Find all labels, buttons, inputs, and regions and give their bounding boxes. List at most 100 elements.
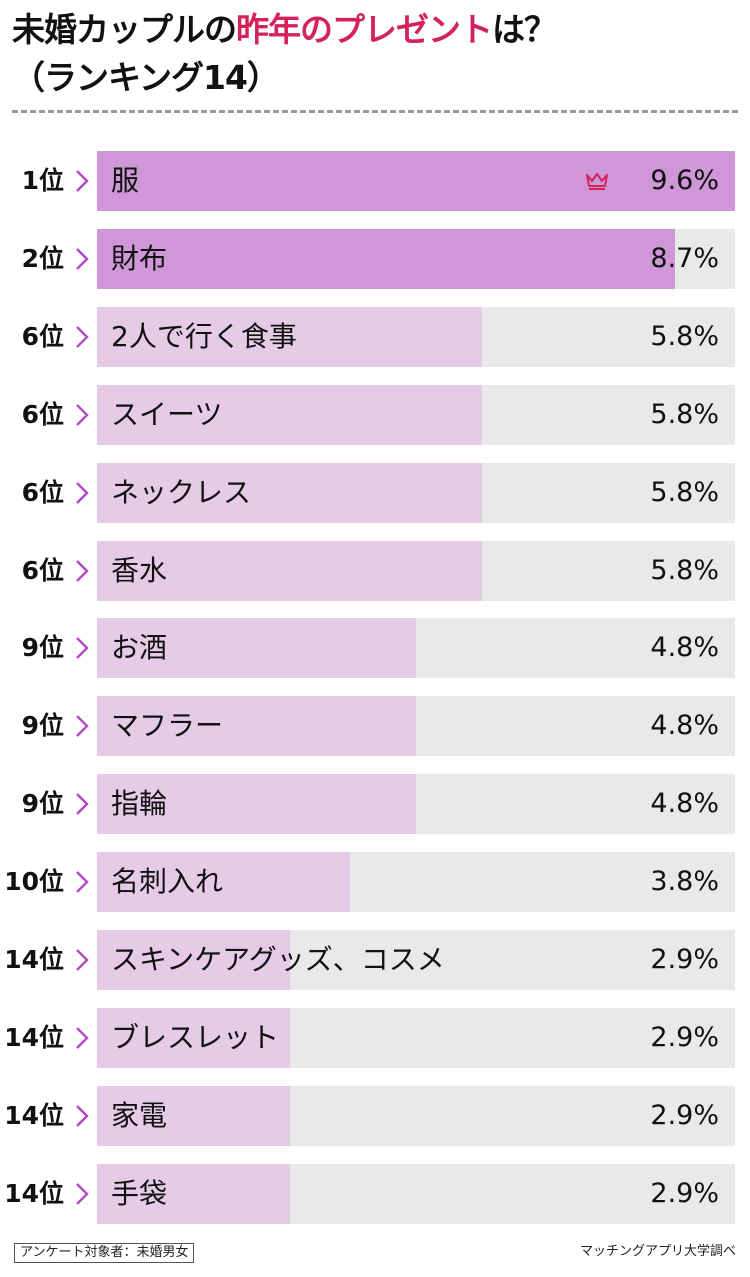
bar-row: 9位 お酒 4.8% [0,618,750,678]
bar [97,1164,290,1224]
chevron-right-icon [76,1183,89,1205]
bar-row: 9位 指輪 4.8% [0,774,750,834]
rank-label: 14位 [4,1179,64,1208]
bar-track: 指輪 4.8% [97,774,735,834]
bar-row: 6位 ネックレス 5.8% [0,463,750,523]
value-label: 2.9% [650,1022,719,1053]
value-label: 5.8% [650,477,719,508]
bar [97,385,482,445]
rank-label: 14位 [4,1023,64,1052]
rank-label: 6位 [21,322,64,351]
dashed-divider [12,110,738,113]
chevron-right-icon [76,1027,89,1049]
category-label: 家電 [111,1099,168,1132]
category-label: 2人で行く食事 [111,320,297,353]
title-line2: （ランキング14） [12,58,280,97]
chevron-right-icon [76,871,89,893]
rank-label: 6位 [21,478,64,507]
rank-label: 6位 [21,400,64,429]
bar-track: ネックレス 5.8% [97,463,735,523]
bar-row: 9位 マフラー 4.8% [0,696,750,756]
value-label: 5.8% [650,321,719,352]
source-note: マッチングアプリ大学調べ [579,1244,736,1259]
value-label: 8.7% [650,243,719,274]
category-label: スキンケアグッズ、コスメ [111,943,445,976]
category-label: 手袋 [111,1177,168,1210]
bar-row: 14位 手袋 2.9% [0,1164,750,1224]
category-label: ネックレス [111,476,252,509]
value-label: 5.8% [650,399,719,430]
title-accent: 昨年のプレゼント [236,10,493,49]
value-label: 4.8% [650,710,719,741]
bar-track: ブレスレット 2.9% [97,1008,735,1068]
bar [97,774,416,834]
bar [97,151,735,211]
bar-row: 2位 財布 8.7% [0,229,750,289]
bar [97,930,290,990]
bar-track: 香水 5.8% [97,541,735,601]
chevron-right-icon [76,637,89,659]
rank-label: 1位 [21,166,64,195]
title-part1: 未婚カップルの [12,10,237,49]
bar-track: 家電 2.9% [97,1086,735,1146]
bar-track: 手袋 2.9% [97,1164,735,1224]
chevron-right-icon [76,170,89,192]
bar-track: 2人で行く食事 5.8% [97,307,735,367]
chevron-right-icon [76,482,89,504]
value-label: 5.8% [650,555,719,586]
value-label: 3.8% [650,866,719,897]
bar-row: 6位 香水 5.8% [0,541,750,601]
bar-track: 名刺入れ 3.8% [97,852,735,912]
bar-row: 1位 服 9.6% [0,151,750,211]
category-label: お酒 [111,631,168,664]
category-label: 名刺入れ [111,865,224,898]
rank-label: 14位 [4,945,64,974]
bar [97,696,416,756]
bar-track: スイーツ 5.8% [97,385,735,445]
category-label: 香水 [111,554,168,587]
bar [97,307,482,367]
bar [97,1086,290,1146]
chevron-right-icon [76,715,89,737]
bar-track: スキンケアグッズ、コスメ 2.9% [97,930,735,990]
bar-row: 14位 スキンケアグッズ、コスメ 2.9% [0,930,750,990]
bar-row: 6位 スイーツ 5.8% [0,385,750,445]
rank-label: 14位 [4,1101,64,1130]
value-label: 2.9% [650,1178,719,1209]
rank-label: 6位 [21,556,64,585]
chevron-right-icon [76,248,89,270]
chevron-right-icon [76,949,89,971]
rank-label: 9位 [21,789,64,818]
category-label: 指輪 [111,787,168,820]
survey-note: アンケート対象者：未婚男女 [14,1243,195,1263]
value-label: 4.8% [650,788,719,819]
category-label: 財布 [111,242,168,275]
bar [97,541,482,601]
chevron-right-icon [76,793,89,815]
chevron-right-icon [76,1105,89,1127]
value-label: 9.6% [650,165,719,196]
bar-track: お酒 4.8% [97,618,735,678]
bar-track: 財布 8.7% [97,229,735,289]
bar-row: 14位 家電 2.9% [0,1086,750,1146]
category-label: マフラー [111,709,224,742]
category-label: ブレスレット [111,1021,280,1054]
bar-row: 10位 名刺入れ 3.8% [0,852,750,912]
bar [97,1008,290,1068]
crown-icon [586,173,608,190]
title-part2: は？ [492,10,557,49]
bar [97,852,350,912]
bar [97,618,416,678]
bar-row: 14位 ブレスレット 2.9% [0,1008,750,1068]
bar [97,229,675,289]
category-label: スイーツ [111,398,223,431]
chart-title: 未婚カップルの昨年のプレゼントは？ （ランキング14） [12,6,557,102]
chevron-right-icon [76,326,89,348]
bar [97,463,482,523]
chevron-right-icon [76,404,89,426]
rank-label: 9位 [21,633,64,662]
bar-row: 6位 2人で行く食事 5.8% [0,307,750,367]
rank-label: 2位 [21,244,64,273]
rank-label: 9位 [21,711,64,740]
